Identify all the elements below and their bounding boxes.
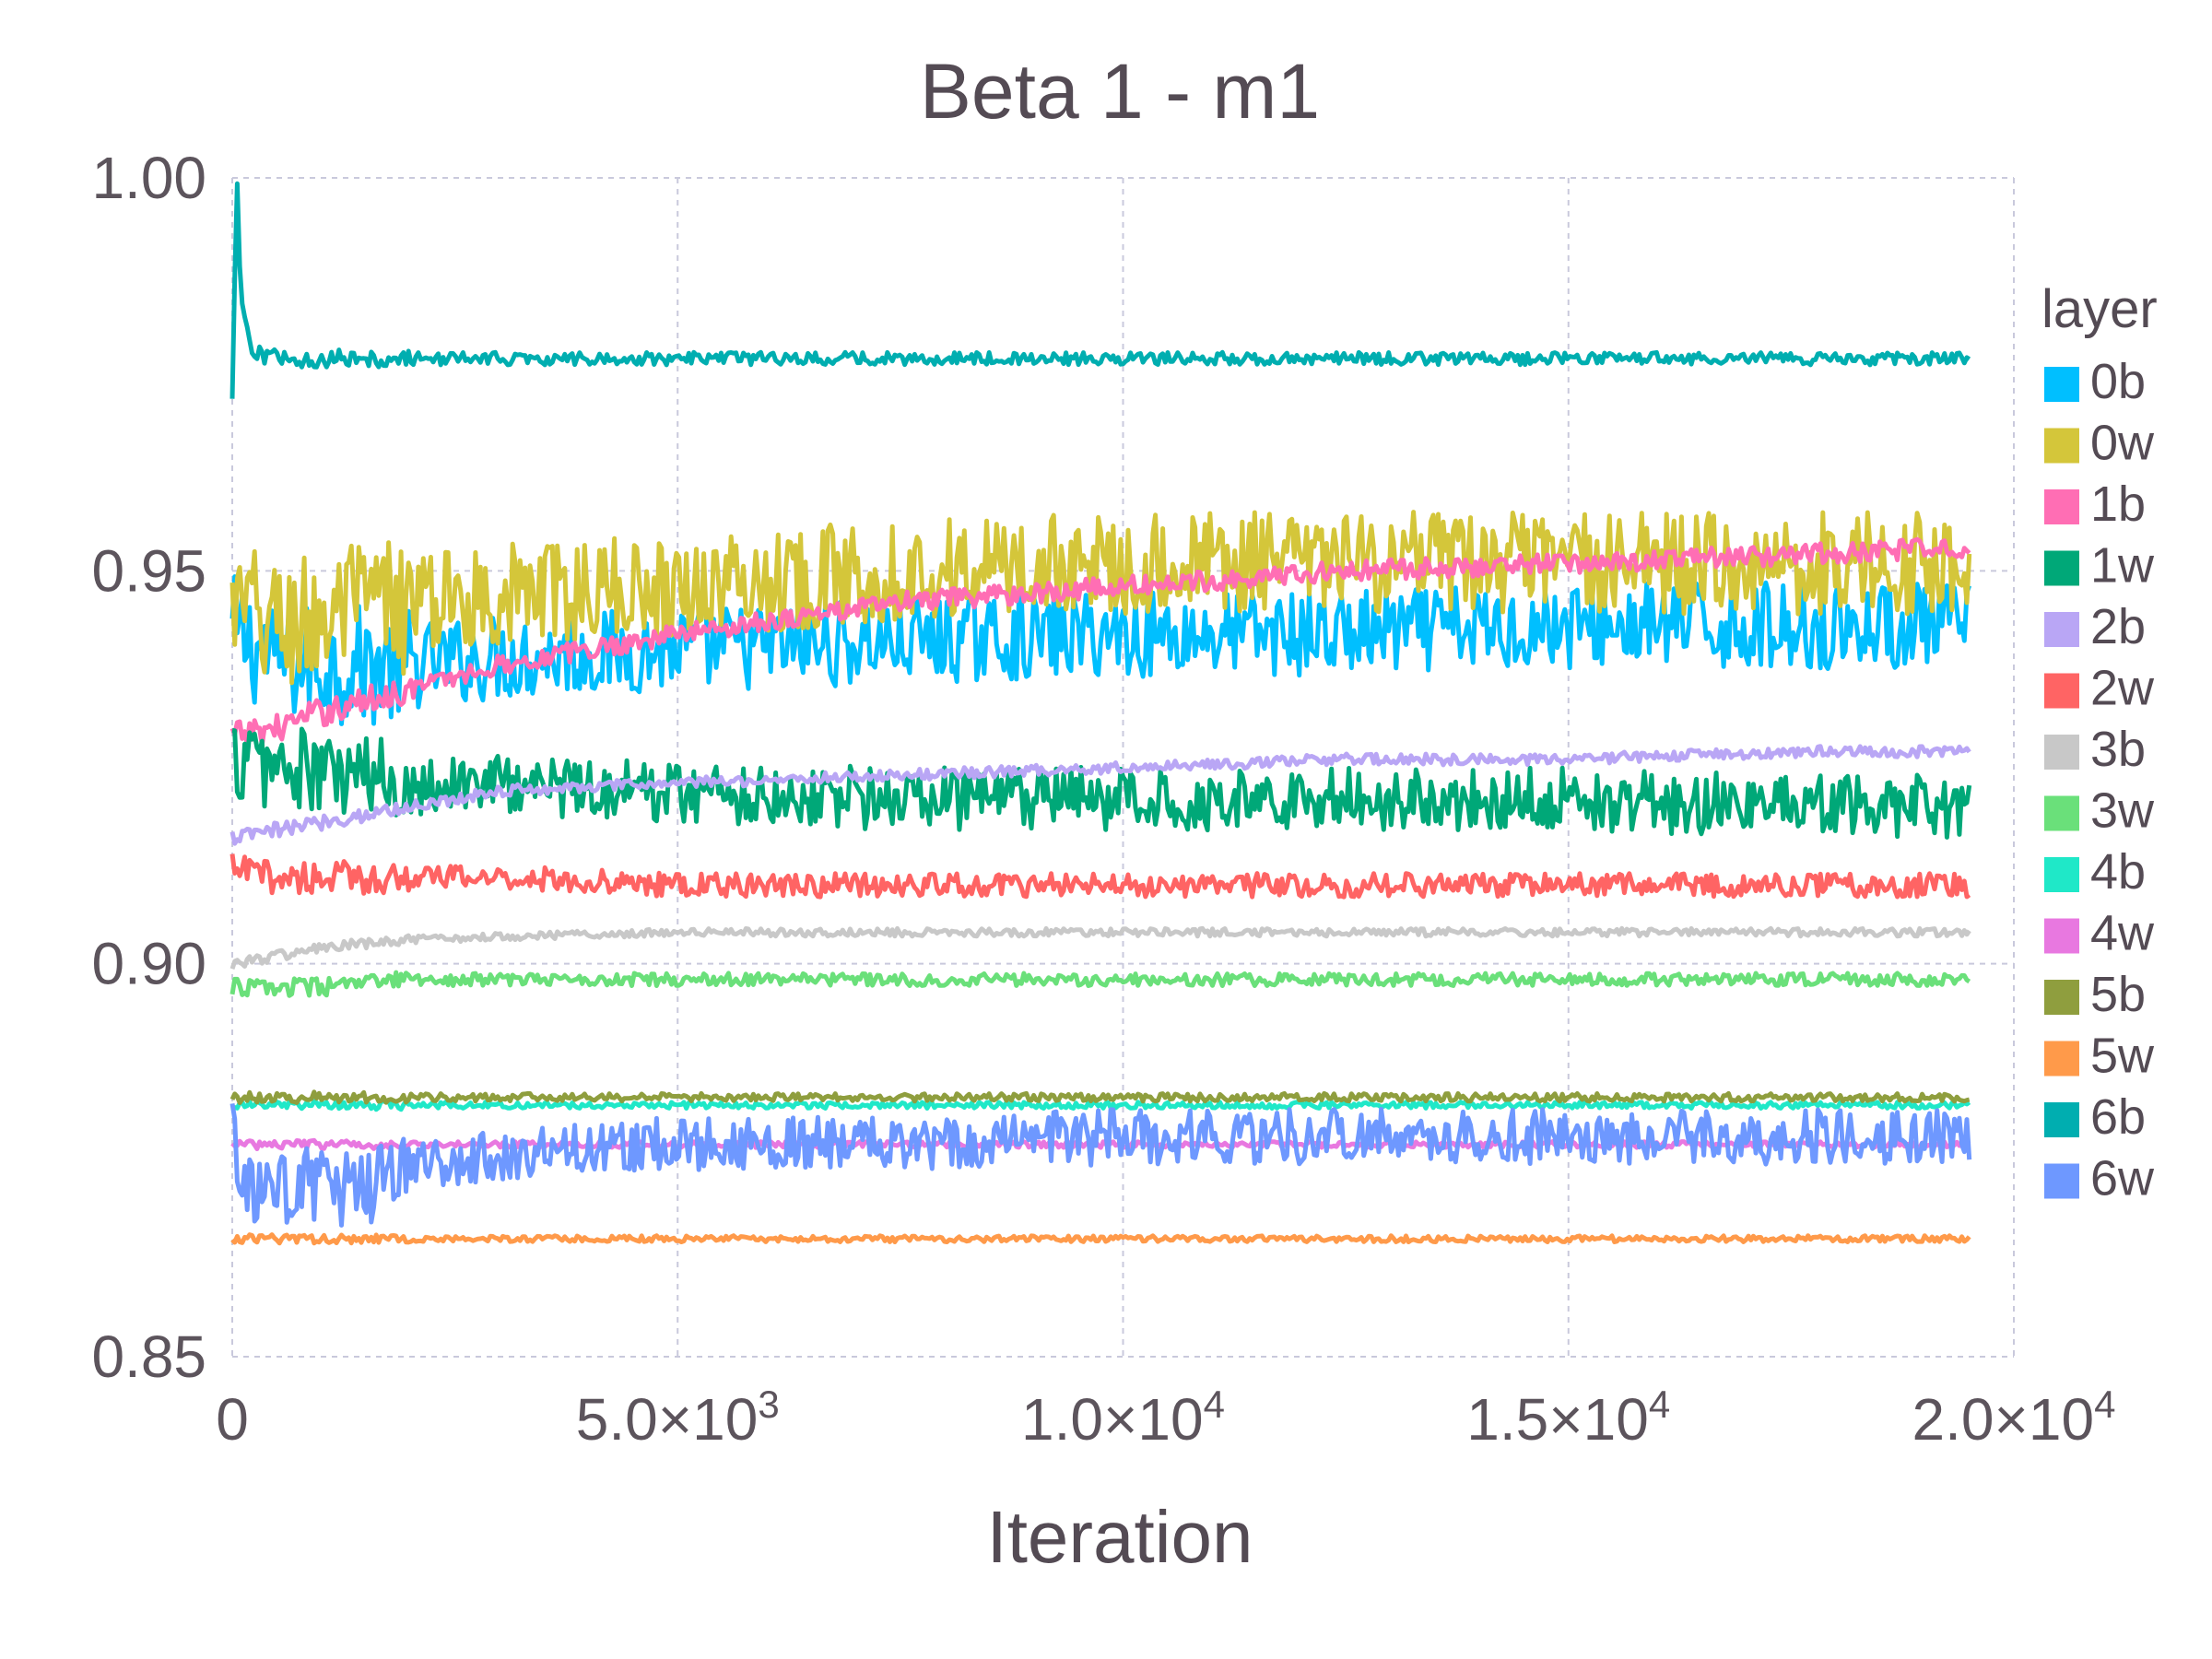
series-line-1w: [231, 726, 1972, 840]
legend-label-1w: 1w: [2090, 538, 2155, 594]
x-tick-label-4: 2.0×104: [1912, 1382, 2116, 1453]
series-line-6w: [229, 1102, 1972, 1228]
legend-swatch-6b: [2044, 1102, 2079, 1137]
legend-swatch-3b: [2044, 735, 2079, 770]
legend-swatch-0w: [2044, 428, 2079, 464]
legend-label-2b: 2b: [2090, 599, 2146, 654]
legend-swatch-2w: [2044, 673, 2079, 709]
series-line-2w: [229, 853, 1971, 900]
x-tick-label-0: 0: [216, 1386, 249, 1453]
series-line-0w: [229, 510, 1972, 686]
legend-label-6b: 6b: [2090, 1089, 2146, 1145]
series-line-5b: [229, 1089, 1971, 1105]
legend-swatch-2b: [2044, 612, 2079, 647]
series-line-4b: [231, 1099, 1971, 1112]
legend-label-4b: 4b: [2090, 844, 2146, 900]
y-axis: 0.85 0.90 0.95 1.00: [91, 145, 206, 1390]
y-tick-label-1: 0.90: [91, 931, 206, 997]
y-tick-label-2: 0.95: [91, 537, 206, 604]
legend-label-5b: 5b: [2090, 967, 2146, 1022]
legend-label-0w: 0w: [2090, 416, 2155, 471]
x-axis-label: Iteration: [986, 1496, 1253, 1578]
x-axis: 0 5.0×103 1.0×104 1.5×104 2.0×104: [216, 1382, 2115, 1453]
series-line-3b: [229, 925, 1971, 970]
x-tick-label-2: 1.0×104: [1021, 1382, 1225, 1453]
legend-label-5w: 5w: [2090, 1029, 2155, 1084]
series-line-1b: [229, 536, 1971, 747]
legend-label-6w: 6w: [2090, 1151, 2155, 1206]
legend-label-2w: 2w: [2090, 661, 2155, 716]
legend-label-3b: 3b: [2090, 722, 2146, 777]
legend-swatch-5w: [2044, 1041, 2079, 1077]
legend-swatch-1b: [2044, 489, 2079, 524]
series-line-4w: [230, 1137, 1971, 1151]
legend-swatch-1w: [2044, 550, 2079, 586]
legend-swatch-3w: [2044, 795, 2079, 831]
legend-swatch-5b: [2044, 980, 2079, 1015]
legend-swatch-0b: [2044, 367, 2079, 402]
series-line-5w: [230, 1232, 1971, 1246]
legend-label-3w: 3w: [2090, 783, 2155, 839]
legend-swatch-4w: [2044, 918, 2079, 954]
legend-swatch-6w: [2044, 1163, 2079, 1199]
legend-label-1b: 1b: [2090, 477, 2146, 532]
y-tick-label-0: 0.85: [91, 1324, 206, 1390]
chart-title: Beta 1 - m1: [920, 48, 1320, 135]
series-line-6b: [229, 181, 1971, 399]
x-tick-label-3: 1.5×104: [1466, 1382, 1670, 1453]
series-line-3w: [229, 970, 1971, 998]
legend-label-4w: 4w: [2090, 906, 2155, 961]
series-line-0b: [229, 574, 1972, 726]
y-tick-label-3: 1.00: [91, 145, 206, 211]
plot-area: [229, 181, 1972, 1246]
x-tick-label-1: 5.0×103: [576, 1382, 780, 1453]
legend-title: layer: [2041, 279, 2158, 339]
legend-swatch-4b: [2044, 857, 2079, 892]
legend-label-0b: 0b: [2090, 354, 2146, 409]
series-line-2b: [229, 744, 1971, 846]
